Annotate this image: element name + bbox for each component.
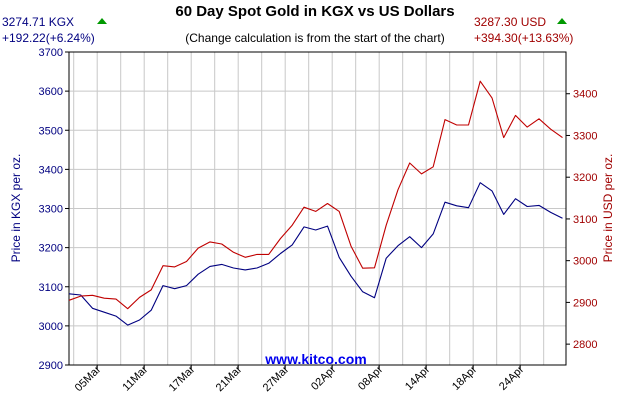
chart-subtitle: (Change calculation is from the start of… (185, 31, 444, 45)
x-axis-tick-label: 24Apr (497, 363, 526, 392)
usd-change-readout: +394.30(+13.63%) (474, 31, 573, 45)
left-axis-label: Price in KGX per oz. (9, 154, 23, 263)
chart-title: 60 Day Spot Gold in KGX vs US Dollars (175, 3, 454, 20)
left-axis-tick-label: 3100 (39, 282, 63, 294)
x-axis-tick-label: 17Mar (167, 363, 198, 394)
x-axis-tick-label: 18Apr (450, 363, 479, 392)
left-axis-tick-label: 2900 (39, 360, 63, 372)
right-axis-tick-label: 2900 (573, 297, 597, 309)
left-axis-tick-label: 3300 (39, 204, 63, 216)
right-axis-label: Price in USD per oz. (601, 154, 615, 263)
left-axis-tick-label: 3000 (39, 321, 63, 333)
left-axis: 2900 3000 3100 3200 3300 3400 3500 3600 3700 (39, 47, 69, 372)
usd-up-arrow-icon (557, 18, 567, 24)
right-axis-tick-label: 3000 (573, 256, 597, 268)
left-axis-tick-label: 3600 (39, 86, 63, 98)
kgx-up-arrow-icon (97, 18, 107, 24)
kitco-watermark: www.kitco.com (264, 351, 366, 367)
left-axis-tick-label: 3400 (39, 164, 63, 176)
right-axis-tick-label: 3100 (573, 214, 597, 226)
x-axis-tick-label: 08Apr (356, 363, 385, 392)
usd-price-readout: 3287.30 USD (474, 15, 546, 29)
right-axis: 2800 2900 3000 3100 3200 3300 3400 (566, 89, 597, 351)
right-axis-tick-label: 3400 (573, 89, 597, 101)
usd-price-line (68, 80, 563, 310)
kgx-change-readout: +192.22(+6.24%) (2, 31, 95, 45)
left-axis-tick-label: 3200 (39, 243, 63, 255)
kgx-price-line (68, 182, 563, 326)
x-axis-tick-label: 11Mar (120, 363, 150, 393)
right-axis-tick-label: 2800 (573, 339, 597, 351)
x-axis-tick-label: 21Mar (214, 363, 245, 394)
left-axis-tick-label: 3700 (39, 47, 63, 59)
x-axis-tick-label: 02Apr (309, 363, 338, 392)
right-axis-tick-label: 3300 (573, 130, 597, 142)
series-layer (68, 80, 563, 326)
x-axis-tick-label: 27Mar (261, 363, 292, 394)
x-axis-tick-label: 05Mar (73, 363, 104, 394)
right-axis-tick-label: 3200 (573, 172, 597, 184)
x-axis: 05Mar 11Mar 17Mar 21Mar 27Mar 02Apr 08Apr 14Apr… (73, 363, 527, 394)
left-axis-tick-label: 3500 (39, 125, 63, 137)
x-axis-tick-label: 14Apr (403, 363, 432, 392)
kgx-price-readout: 3274.71 KGX (2, 15, 74, 29)
grid-lines (69, 52, 566, 365)
